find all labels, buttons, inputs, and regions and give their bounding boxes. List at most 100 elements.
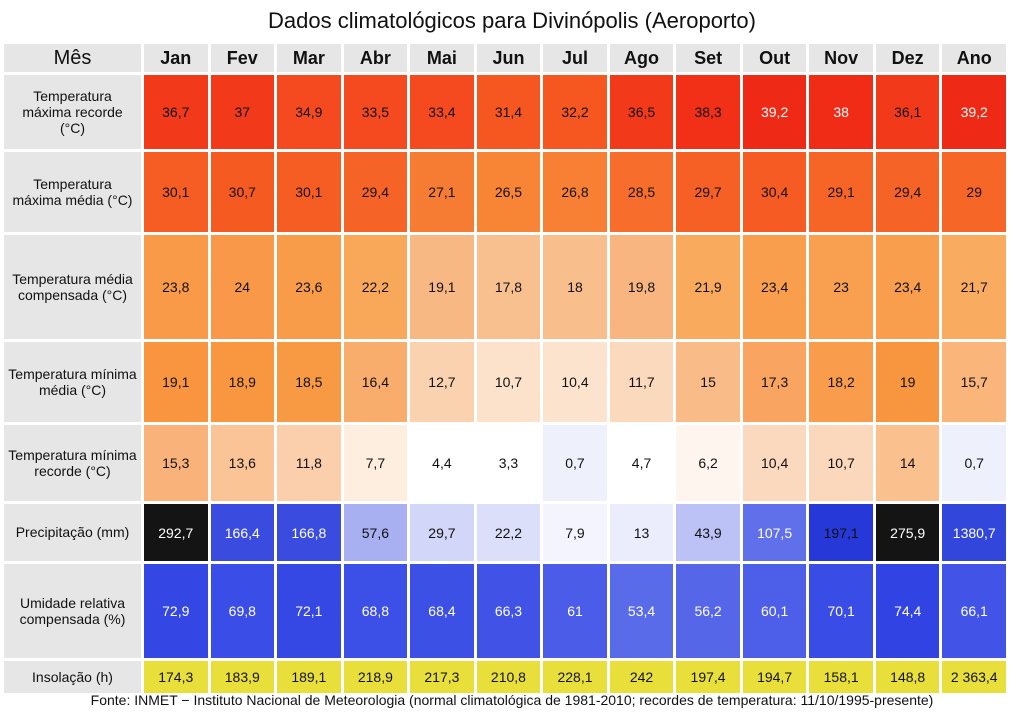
data-cell: 21,7 bbox=[942, 235, 1006, 339]
data-cell: 19,1 bbox=[144, 342, 208, 422]
header-month: Jun bbox=[476, 44, 541, 72]
header-month: Mai bbox=[410, 44, 474, 72]
data-cell: 1380,7 bbox=[942, 504, 1006, 561]
data-cell: 23,6 bbox=[277, 235, 341, 339]
data-cell: 23,4 bbox=[742, 235, 807, 339]
data-cell: 18,2 bbox=[809, 342, 873, 422]
data-cell: 27,1 bbox=[410, 152, 474, 232]
data-cell: 6,2 bbox=[676, 425, 740, 501]
row-label: Temperatura máxima média (°C) bbox=[4, 152, 141, 232]
header-month: Dez bbox=[875, 44, 940, 72]
data-cell: 158,1 bbox=[809, 661, 873, 693]
row-label: Insolação (h) bbox=[4, 661, 141, 693]
data-cell: 23 bbox=[809, 235, 873, 339]
data-cell: 14 bbox=[875, 425, 940, 501]
data-cell: 228,1 bbox=[543, 661, 607, 693]
data-cell: 30,4 bbox=[742, 152, 807, 232]
data-cell: 29,4 bbox=[343, 152, 408, 232]
data-cell: 23,4 bbox=[875, 235, 940, 339]
data-cell: 3,3 bbox=[476, 425, 541, 501]
data-cell: 19,1 bbox=[410, 235, 474, 339]
data-cell: 24 bbox=[210, 235, 275, 339]
data-cell: 30,1 bbox=[144, 152, 208, 232]
data-cell: 29,1 bbox=[809, 152, 873, 232]
data-cell: 30,7 bbox=[210, 152, 275, 232]
data-cell: 36,1 bbox=[875, 75, 940, 149]
data-cell: 148,8 bbox=[875, 661, 940, 693]
data-cell: 70,1 bbox=[809, 564, 873, 658]
data-cell: 18,9 bbox=[210, 342, 275, 422]
data-cell: 69,8 bbox=[210, 564, 275, 658]
row-label: Temperatura média compensada (°C) bbox=[4, 235, 141, 339]
row-label: Precipitação (mm) bbox=[4, 504, 141, 561]
data-cell: 60,1 bbox=[742, 564, 807, 658]
data-cell: 183,9 bbox=[210, 661, 275, 693]
data-cell: 210,8 bbox=[476, 661, 541, 693]
data-cell: 74,4 bbox=[875, 564, 940, 658]
data-cell: 4,7 bbox=[609, 425, 674, 501]
data-cell: 10,7 bbox=[476, 342, 541, 422]
header-month: Jul bbox=[543, 44, 607, 72]
data-cell: 34,9 bbox=[277, 75, 341, 149]
data-cell: 0,7 bbox=[543, 425, 607, 501]
data-cell: 22,2 bbox=[343, 235, 408, 339]
data-cell: 2 363,4 bbox=[942, 661, 1006, 693]
data-cell: 66,3 bbox=[476, 564, 541, 658]
data-cell: 12,7 bbox=[410, 342, 474, 422]
data-cell: 7,7 bbox=[343, 425, 408, 501]
data-cell: 21,9 bbox=[676, 235, 740, 339]
data-cell: 19,8 bbox=[609, 235, 674, 339]
source-note: Fonte: INMET − Instituto Nacional de Met… bbox=[90, 692, 934, 708]
header-month: Ago bbox=[609, 44, 674, 72]
header-month: Fev bbox=[210, 44, 275, 72]
data-cell: 217,3 bbox=[410, 661, 474, 693]
data-cell: 72,9 bbox=[144, 564, 208, 658]
data-cell: 38,3 bbox=[676, 75, 740, 149]
data-cell: 189,1 bbox=[277, 661, 341, 693]
data-cell: 22,2 bbox=[476, 504, 541, 561]
data-cell: 26,8 bbox=[543, 152, 607, 232]
data-cell: 0,7 bbox=[942, 425, 1006, 501]
data-cell: 32,2 bbox=[543, 75, 607, 149]
climate-table: Mês Jan Fev Mar Abr Mai Jun Jul Ago Set Out Nov Dez… bbox=[4, 44, 1006, 693]
data-cell: 36,5 bbox=[609, 75, 674, 149]
data-cell: 39,2 bbox=[742, 75, 807, 149]
data-cell: 18 bbox=[543, 235, 607, 339]
data-cell: 107,5 bbox=[742, 504, 807, 561]
data-cell: 56,2 bbox=[676, 564, 740, 658]
data-cell: 57,6 bbox=[343, 504, 408, 561]
data-cell: 174,3 bbox=[144, 661, 208, 693]
data-cell: 43,9 bbox=[676, 504, 740, 561]
data-cell: 39,2 bbox=[942, 75, 1006, 149]
header-corner: Mês bbox=[4, 44, 141, 72]
data-cell: 33,5 bbox=[343, 75, 408, 149]
data-cell: 36,7 bbox=[144, 75, 208, 149]
header-month: Ano bbox=[942, 44, 1006, 72]
data-cell: 30,1 bbox=[277, 152, 341, 232]
data-cell: 33,4 bbox=[410, 75, 474, 149]
data-cell: 72,1 bbox=[277, 564, 341, 658]
data-cell: 13,6 bbox=[210, 425, 275, 501]
data-cell: 15,7 bbox=[942, 342, 1006, 422]
data-cell: 15 bbox=[676, 342, 740, 422]
table-title: Dados climatológicos para Divinópolis (A… bbox=[268, 8, 756, 33]
data-cell: 11,8 bbox=[277, 425, 341, 501]
data-cell: 166,8 bbox=[277, 504, 341, 561]
data-cell: 10,7 bbox=[809, 425, 873, 501]
data-cell: 218,9 bbox=[343, 661, 408, 693]
data-cell: 19 bbox=[875, 342, 940, 422]
data-cell: 26,5 bbox=[476, 152, 541, 232]
data-cell: 292,7 bbox=[144, 504, 208, 561]
data-cell: 66,1 bbox=[942, 564, 1006, 658]
data-cell: 28,5 bbox=[609, 152, 674, 232]
data-cell: 29,4 bbox=[875, 152, 940, 232]
data-cell: 166,4 bbox=[210, 504, 275, 561]
data-cell: 16,4 bbox=[343, 342, 408, 422]
data-cell: 37 bbox=[210, 75, 275, 149]
data-cell: 68,8 bbox=[343, 564, 408, 658]
row-label: Temperatura mínima média (°C) bbox=[4, 342, 141, 422]
data-cell: 7,9 bbox=[543, 504, 607, 561]
data-cell: 18,5 bbox=[277, 342, 341, 422]
data-cell: 61 bbox=[543, 564, 607, 658]
header-month: Abr bbox=[343, 44, 408, 72]
